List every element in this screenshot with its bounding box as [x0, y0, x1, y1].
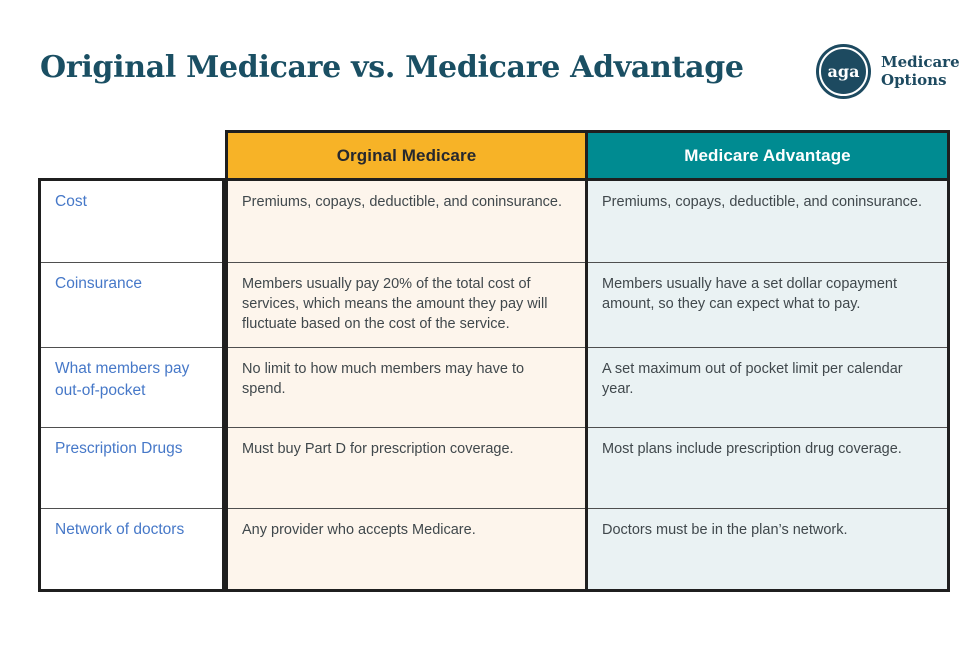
row-label-out-of-pocket: What members pay out-of-pocket — [41, 348, 222, 428]
original-medicare-column: Premiums, copays, deductible, and conins… — [228, 181, 585, 589]
row-label-network-of-doctors: Network of doctors — [55, 521, 185, 538]
logo-wordmark-line2: Options — [881, 70, 947, 89]
aga-logo-icon: aga — [816, 44, 871, 99]
logo-wordmark: Medicare Options — [881, 53, 960, 89]
column-divider — [585, 133, 588, 178]
logo-wordmark-line1: Medicare — [881, 53, 960, 72]
cell-prescription-original: Must buy Part D for prescription coverag… — [228, 428, 585, 509]
cell-network-original: Any provider who accepts Medicare. — [242, 522, 476, 538]
cell-cost-advantage: Premiums, copays, deductible, and conins… — [588, 181, 947, 263]
page-title: Original Medicare vs. Medicare Advantage — [40, 50, 744, 85]
cell-prescription-advantage: Most plans include prescription drug cov… — [588, 428, 947, 509]
row-label-coinsurance: Coinsurance — [41, 263, 222, 348]
cell-coinsurance-original: Members usually pay 20% of the total cos… — [228, 263, 585, 348]
cell-out-of-pocket-original: No limit to how much members may have to… — [228, 348, 585, 428]
row-labels-column: Cost Coinsurance What members pay out-of… — [38, 178, 225, 592]
cell-network-advantage: Doctors must be in the plan’s network. — [602, 522, 848, 538]
comparison-table-body: Premiums, copays, deductible, and conins… — [225, 178, 950, 592]
column-divider — [585, 181, 588, 589]
logo: aga Medicare Options — [816, 44, 960, 99]
medicare-advantage-column: Premiums, copays, deductible, and conins… — [588, 181, 947, 589]
row-label-cost: Cost — [41, 181, 222, 263]
cell-coinsurance-advantage: Members usually have a set dollar copaym… — [588, 263, 947, 348]
table-header-row: Orginal Medicare Medicare Advantage — [225, 130, 950, 178]
column-header-medicare-advantage: Medicare Advantage — [588, 133, 947, 178]
column-header-original-medicare: Orginal Medicare — [228, 133, 585, 178]
cell-cost-original: Premiums, copays, deductible, and conins… — [228, 181, 585, 263]
cell-out-of-pocket-advantage: A set maximum out of pocket limit per ca… — [588, 348, 947, 428]
logo-monogram: aga — [827, 62, 860, 81]
row-label-prescription-drugs: Prescription Drugs — [41, 428, 222, 509]
